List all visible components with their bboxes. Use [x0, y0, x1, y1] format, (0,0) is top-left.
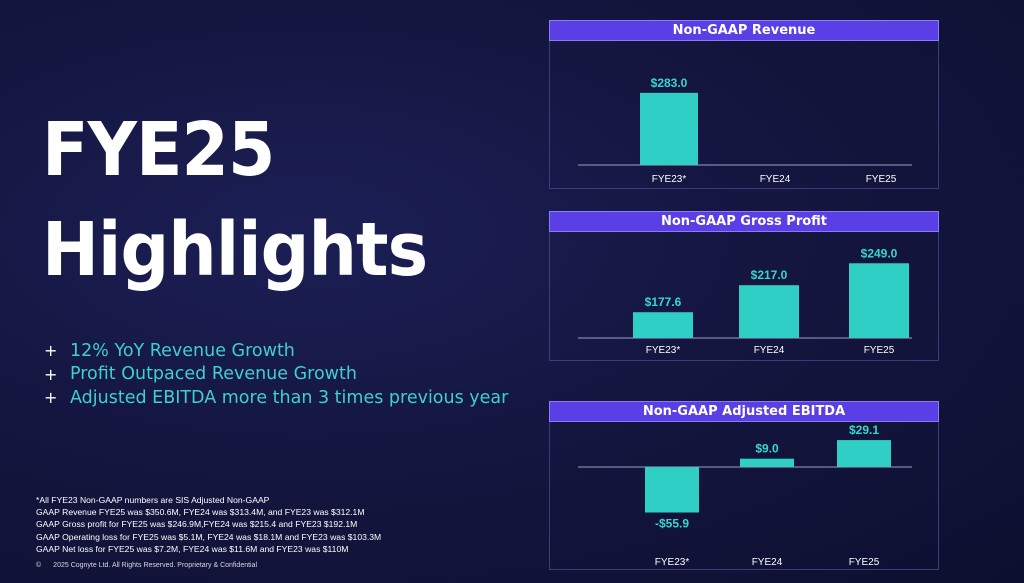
highlight-text: Adjusted EBITDA more than 3 times previo… [70, 387, 509, 408]
footnote: *All FYE23 Non-GAAP numbers are SIS Adju… [36, 495, 270, 505]
ebitda-chart: -$55.9 FYE23* $9.0 FYE24 $29.1 FYE25 [578, 423, 912, 568]
plus-icon: + [44, 388, 58, 408]
chart-title: Non-GAAP Adjusted EBITDA [549, 401, 939, 422]
highlight-text: Profit Outpaced Revenue Growth [70, 364, 357, 385]
chart-area: -$55.9 FYE23* $9.0 FYE24 $29.1 FYE25 [549, 422, 939, 570]
footnote: GAAP Revenue FYE25 was $350.6M, FYE24 wa… [36, 507, 365, 518]
category-label: FYE25 [849, 557, 880, 568]
revenue-chart-panel: Non-GAAP Revenue $283.0 FYE23* FYE24 FYE25 [549, 20, 939, 189]
data-label: $217.0 [751, 268, 788, 282]
footnote: GAAP Operating loss for FYE25 was $5.1M,… [36, 531, 382, 542]
data-label: $249.0 [861, 246, 898, 260]
chart-bar [645, 467, 699, 513]
category-label: FYE23* [652, 174, 687, 185]
highlight-text: 12% YoY Revenue Growth [70, 340, 295, 361]
highlight-item: + Profit Outpaced Revenue Growth [44, 363, 508, 387]
title-line-2: Highlights [42, 207, 428, 293]
copyright-icon: © [36, 562, 42, 569]
title-line-1: FYE25 [42, 107, 275, 193]
highlight-item: + Adjusted EBITDA more than 3 times previ… [44, 386, 508, 410]
chart-bar [633, 312, 693, 338]
chart-bar [849, 263, 909, 338]
footnote: GAAP Gross profit for FYE25 was $246.9M,… [36, 519, 358, 530]
category-label: FYE23* [655, 557, 690, 568]
revenue-chart: $283.0 FYE23* FYE24 FYE25 [578, 76, 912, 185]
footnote: GAAP Net loss for FYE25 was $7.2M, FYE24… [36, 543, 349, 554]
plus-icon: + [44, 364, 58, 384]
chart-bar [640, 92, 698, 165]
chart-bar [740, 458, 794, 467]
footnotes: *All FYE23 Non-GAAP numbers are SIS Adju… [36, 494, 381, 555]
data-label: $29.1 [849, 423, 879, 437]
category-label: FYE25 [864, 345, 895, 356]
data-label: -$55.9 [655, 517, 689, 531]
chart-title: Non-GAAP Revenue [549, 20, 939, 41]
category-label: FYE23* [646, 345, 681, 356]
gross-profit-chart: $177.6 FYE23* $217.0 FYE24 $249.0 FYE25 [578, 246, 912, 356]
category-label: FYE24 [754, 345, 785, 356]
copyright-line: © 2025 Cognyte Ltd. All Rights Reserved. … [36, 562, 257, 569]
category-label: FYE24 [752, 557, 783, 568]
highlights-list: +12% YoY Revenue Growth + Profit Outpaced… [44, 339, 508, 410]
chart-area: $283.0 FYE23* FYE24 FYE25 [549, 41, 939, 189]
highlight-item: +12% YoY Revenue Growth [44, 339, 508, 363]
data-label: $9.0 [755, 442, 779, 456]
chart-bar [739, 285, 799, 338]
data-label: $283.0 [651, 76, 688, 90]
chart-title: Non-GAAP Gross Profit [549, 211, 939, 232]
chart-area: $177.6 FYE23* $217.0 FYE24 $249.0 FYE25 [549, 232, 939, 361]
category-label: FYE25 [866, 174, 897, 185]
copyright-text: 2025 Cognyte Ltd. All Rights Reserved. P… [53, 562, 258, 569]
gross-profit-chart-panel: Non-GAAP Gross Profit $177.6 FYE23* $217.0… [549, 211, 939, 361]
category-label: FYE24 [760, 174, 791, 185]
chart-bar [837, 440, 891, 467]
plus-icon: + [44, 341, 58, 361]
ebitda-chart-panel: Non-GAAP Adjusted EBITDA -$55.9 FYE23* $9.… [549, 401, 939, 570]
data-label: $177.6 [645, 295, 682, 309]
